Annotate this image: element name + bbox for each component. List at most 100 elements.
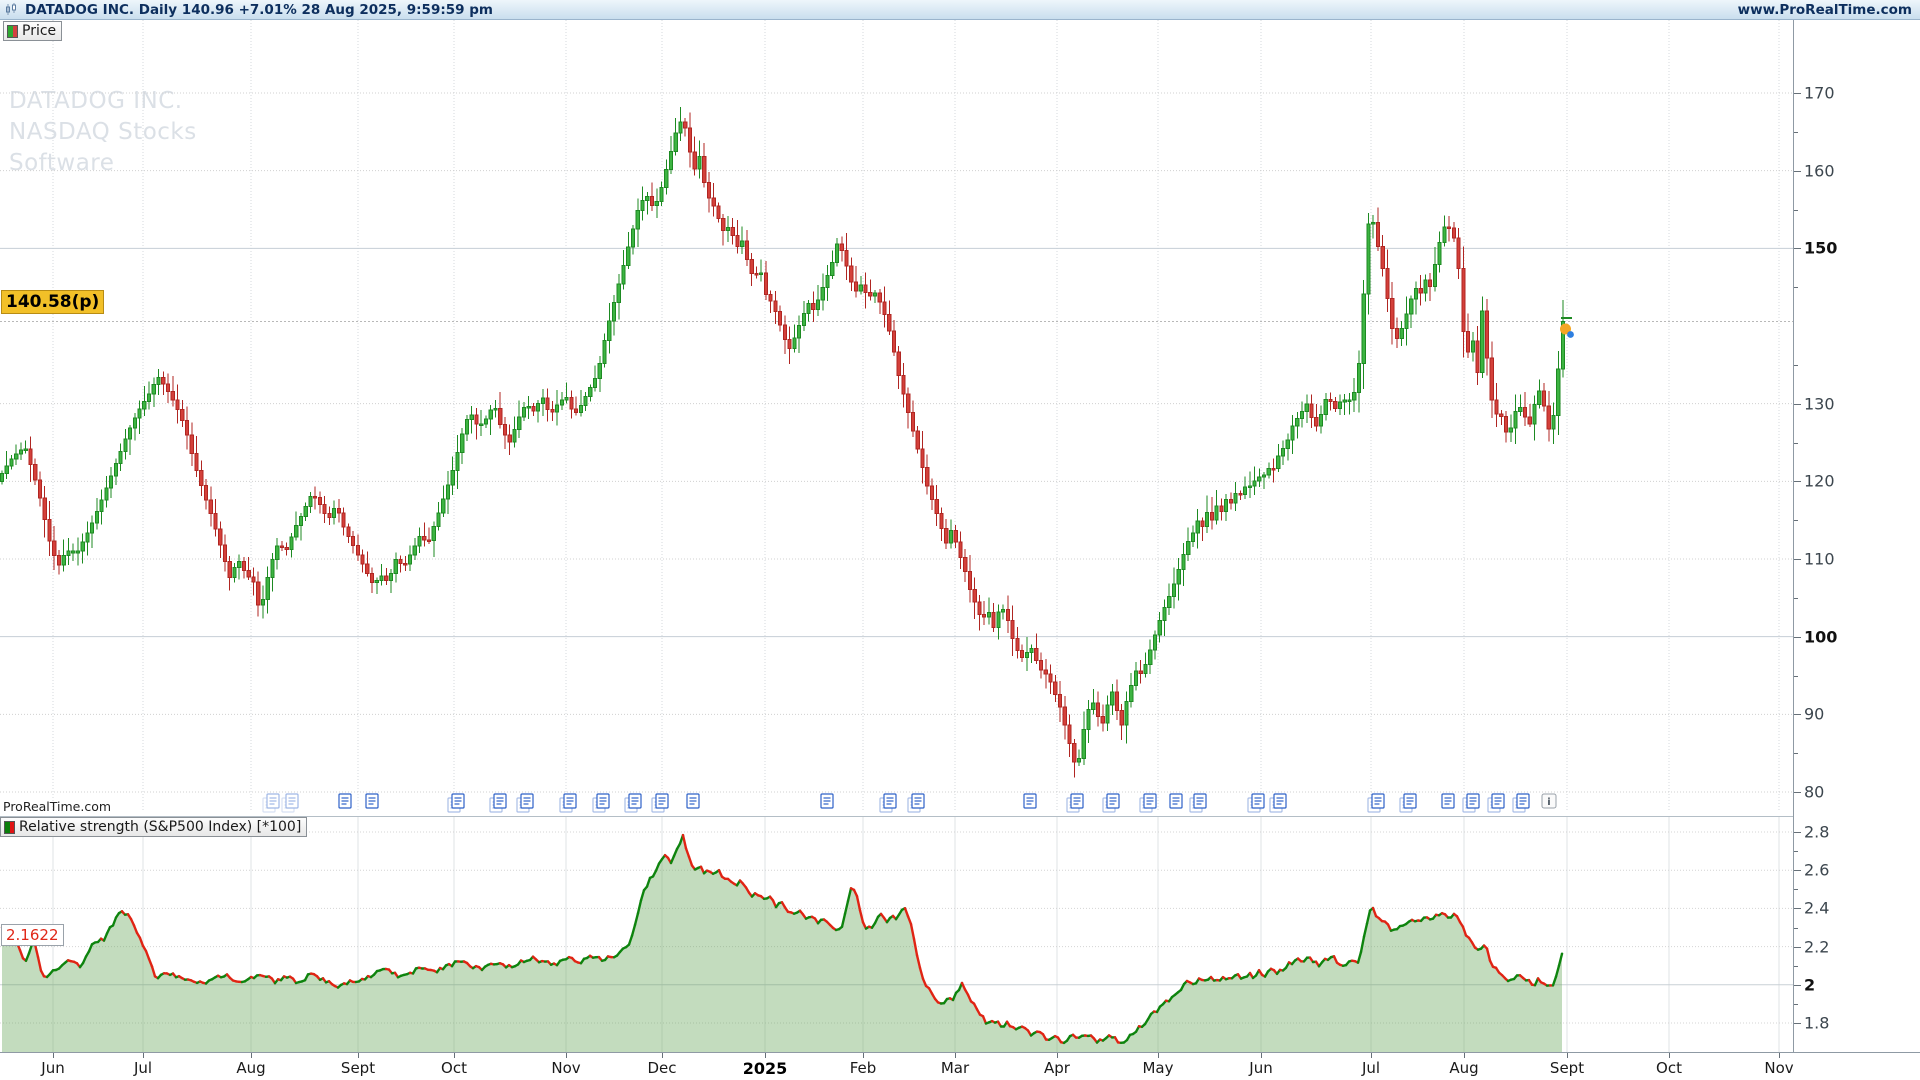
axis-tick — [1794, 984, 1801, 986]
news-icon[interactable] — [516, 793, 534, 813]
price-axis[interactable]: 170 160 150 130 120 110 100 90 80 2.8 2.6 2.4 2.2 2 1.… — [1793, 20, 1920, 1052]
news-icon[interactable] — [281, 793, 299, 813]
axis-tick — [1794, 792, 1801, 793]
news-icon[interactable] — [820, 793, 834, 809]
chart-title-bar: DATADOG INC. Daily 140.96 +7.01% 28 Aug … — [0, 0, 1920, 20]
axis-tick — [1794, 832, 1801, 833]
time-axis-label: Jun — [41, 1059, 65, 1077]
news-icon[interactable] — [1066, 793, 1084, 813]
candlestick-mini-icon — [5, 3, 19, 16]
relative-strength-area — [2, 835, 1562, 1052]
time-axis-tick — [143, 1053, 144, 1058]
axis-tick — [1794, 870, 1801, 872]
axis-label: 2 — [1804, 975, 1816, 995]
news-icon[interactable] — [1487, 793, 1505, 813]
axis-tick — [1794, 403, 1801, 405]
axis-tick — [1794, 946, 1801, 948]
axis-label: 120 — [1804, 471, 1835, 491]
time-axis-label: 2025 — [742, 1059, 788, 1078]
time-axis-label: Sept — [340, 1059, 376, 1077]
axis-tick — [1794, 287, 1798, 289]
relative-strength-legend-icon — [4, 820, 15, 834]
news-icon[interactable] — [1023, 793, 1037, 809]
watermark-sector: Software — [9, 150, 115, 176]
time-axis-label: May — [1142, 1059, 1174, 1077]
news-icon[interactable] — [1102, 793, 1120, 813]
relative-strength-legend-chip[interactable]: Relative strength (S&P500 Index) [*100] — [0, 817, 308, 837]
relative-strength-value-label: 2.1622 — [1, 924, 64, 946]
axis-label: 2.4 — [1804, 898, 1830, 918]
news-icon[interactable] — [1512, 793, 1530, 813]
price-chart-canvas[interactable]: i — [0, 20, 1793, 816]
news-icon[interactable] — [338, 793, 352, 809]
news-icon[interactable] — [447, 793, 465, 813]
axis-tick — [1794, 714, 1801, 716]
axis-label: 1.8 — [1804, 1013, 1830, 1033]
news-icon[interactable] — [624, 793, 642, 813]
axis-tick — [1794, 965, 1798, 967]
price-legend-chip[interactable]: Price — [3, 21, 63, 41]
time-axis-label: Jul — [1361, 1059, 1381, 1077]
axis-label: 100 — [1804, 627, 1838, 647]
news-icon[interactable] — [1247, 793, 1265, 813]
svg-text:i: i — [1547, 797, 1550, 808]
time-axis-tick — [1669, 1053, 1670, 1058]
time-axis-tick — [1057, 1053, 1058, 1058]
news-icon[interactable] — [1139, 793, 1157, 813]
time-axis-label: Jul — [133, 1059, 153, 1077]
time-axis-label: Mar — [940, 1059, 970, 1077]
axis-label: 150 — [1804, 238, 1838, 258]
axis-tick — [1794, 93, 1801, 94]
news-icon[interactable] — [1399, 793, 1417, 813]
news-icon[interactable] — [592, 793, 610, 813]
time-axis-tick — [662, 1053, 663, 1058]
axis-label: 2.6 — [1804, 860, 1830, 880]
news-icon[interactable] — [559, 793, 577, 813]
axis-tick — [1794, 1023, 1801, 1024]
news-icon[interactable] — [651, 793, 669, 813]
time-axis-label: Oct — [1656, 1059, 1682, 1077]
time-axis[interactable]: Jun Jul Aug Sept Oct Nov Dec 2025 Feb Mar Apr May Ju… — [0, 1052, 1920, 1080]
axis-tick — [1794, 442, 1798, 444]
news-icon[interactable] — [365, 793, 379, 809]
time-axis-label: Aug — [1449, 1059, 1479, 1077]
axis-tick — [1794, 248, 1801, 250]
time-axis-tick — [454, 1053, 455, 1058]
time-axis-label: Apr — [1044, 1059, 1070, 1077]
axis-tick — [1794, 131, 1798, 133]
axis-tick — [1794, 481, 1801, 483]
news-icon[interactable] — [1367, 793, 1385, 813]
time-axis-tick — [1464, 1053, 1465, 1058]
candles — [0, 106, 1566, 778]
news-icon[interactable] — [489, 793, 507, 813]
time-axis-label: Nov — [1764, 1059, 1794, 1077]
news-icon[interactable] — [1189, 793, 1207, 813]
news-icon[interactable] — [686, 793, 700, 809]
time-axis-tick — [358, 1053, 359, 1058]
axis-tick — [1794, 675, 1798, 677]
watermark-name: DATADOG INC. — [9, 88, 183, 114]
time-axis-label: Nov — [551, 1059, 581, 1077]
prorealtime-brand: ProRealTime.com — [3, 799, 112, 814]
news-icon[interactable] — [879, 793, 897, 813]
axis-tick — [1794, 851, 1798, 853]
news-icon[interactable] — [1169, 793, 1183, 809]
news-icon[interactable] — [1269, 793, 1287, 813]
news-icon[interactable] — [262, 793, 280, 813]
axis-tick — [1794, 1003, 1798, 1005]
news-icons-row: i — [262, 793, 1557, 813]
time-axis-tick — [566, 1053, 567, 1058]
news-icon[interactable] — [1462, 793, 1480, 813]
info-icon[interactable]: i — [1541, 793, 1557, 809]
prorealtime-website-link[interactable]: www.ProRealTime.com — [1737, 1, 1912, 18]
relative-strength-canvas[interactable] — [0, 816, 1793, 1052]
time-axis-tick — [863, 1053, 864, 1058]
news-icon[interactable] — [1441, 793, 1455, 809]
time-axis-label: Sept — [1549, 1059, 1585, 1077]
price-grid — [0, 20, 1793, 812]
price-legend-icon — [7, 24, 18, 38]
instrument-title: DATADOG INC. Daily 140.96 +7.01% 28 Aug … — [25, 1, 493, 18]
relative-strength-grid — [0, 816, 1793, 1052]
news-icon[interactable] — [907, 793, 925, 813]
